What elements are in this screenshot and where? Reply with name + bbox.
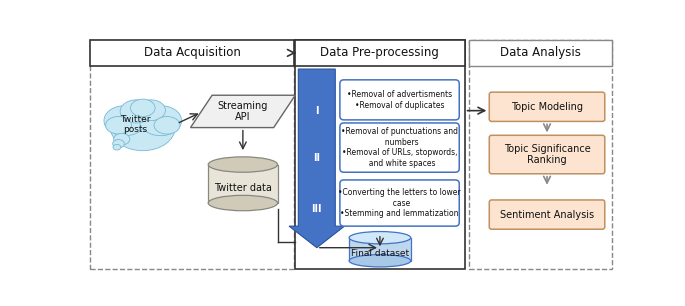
- Text: Streaming
API: Streaming API: [218, 101, 268, 122]
- Ellipse shape: [105, 117, 132, 134]
- FancyBboxPatch shape: [489, 92, 605, 121]
- Ellipse shape: [208, 195, 277, 211]
- Text: III: III: [312, 204, 322, 214]
- Ellipse shape: [154, 117, 180, 134]
- Ellipse shape: [349, 255, 411, 267]
- Bar: [295, 40, 464, 66]
- Bar: [295, 40, 464, 269]
- Text: I: I: [315, 106, 319, 116]
- Polygon shape: [190, 95, 295, 128]
- Ellipse shape: [140, 106, 182, 136]
- Text: •Removal of advertisments
•Removal of duplicates: •Removal of advertisments •Removal of du…: [347, 90, 452, 110]
- FancyBboxPatch shape: [489, 200, 605, 229]
- Ellipse shape: [208, 157, 277, 172]
- Point: [291, 240, 299, 243]
- FancyBboxPatch shape: [340, 80, 459, 120]
- Text: •Removal of punctuations and
  numbers
•Removal of URLs, stopwords,
  and white : •Removal of punctuations and numbers •Re…: [341, 128, 458, 168]
- Bar: [90, 40, 295, 66]
- Text: Data Pre-processing: Data Pre-processing: [321, 47, 439, 59]
- Text: •Converting the letters to lower
  case
•Stemming and lemmatization: •Converting the letters to lower case •S…: [338, 188, 461, 218]
- Bar: [469, 40, 612, 269]
- FancyBboxPatch shape: [340, 180, 459, 226]
- Ellipse shape: [136, 100, 165, 121]
- Text: Final dataset: Final dataset: [351, 249, 409, 258]
- Point: [273, 207, 282, 211]
- Bar: [349, 238, 411, 261]
- Ellipse shape: [130, 99, 155, 117]
- Polygon shape: [289, 69, 345, 248]
- Point: [273, 240, 282, 243]
- Point: [273, 240, 282, 243]
- Text: Data Analysis: Data Analysis: [500, 47, 581, 59]
- Bar: [469, 40, 612, 66]
- Text: Data Acquisition: Data Acquisition: [144, 47, 241, 59]
- Text: Sentiment Analysis: Sentiment Analysis: [500, 210, 594, 220]
- Bar: [208, 165, 277, 203]
- FancyBboxPatch shape: [340, 123, 459, 172]
- Ellipse shape: [113, 140, 125, 148]
- Text: Twitter data: Twitter data: [214, 183, 272, 193]
- Ellipse shape: [120, 100, 153, 123]
- FancyBboxPatch shape: [489, 135, 605, 174]
- Text: Twitter
posts: Twitter posts: [120, 115, 150, 134]
- Ellipse shape: [349, 232, 411, 244]
- Ellipse shape: [110, 104, 175, 151]
- Ellipse shape: [113, 144, 121, 150]
- Text: Topic Modeling: Topic Modeling: [511, 102, 583, 112]
- Ellipse shape: [114, 133, 130, 145]
- Text: II: II: [313, 153, 321, 163]
- Bar: [90, 40, 295, 269]
- Ellipse shape: [104, 106, 146, 136]
- Text: Topic Significance
Ranking: Topic Significance Ranking: [503, 144, 590, 165]
